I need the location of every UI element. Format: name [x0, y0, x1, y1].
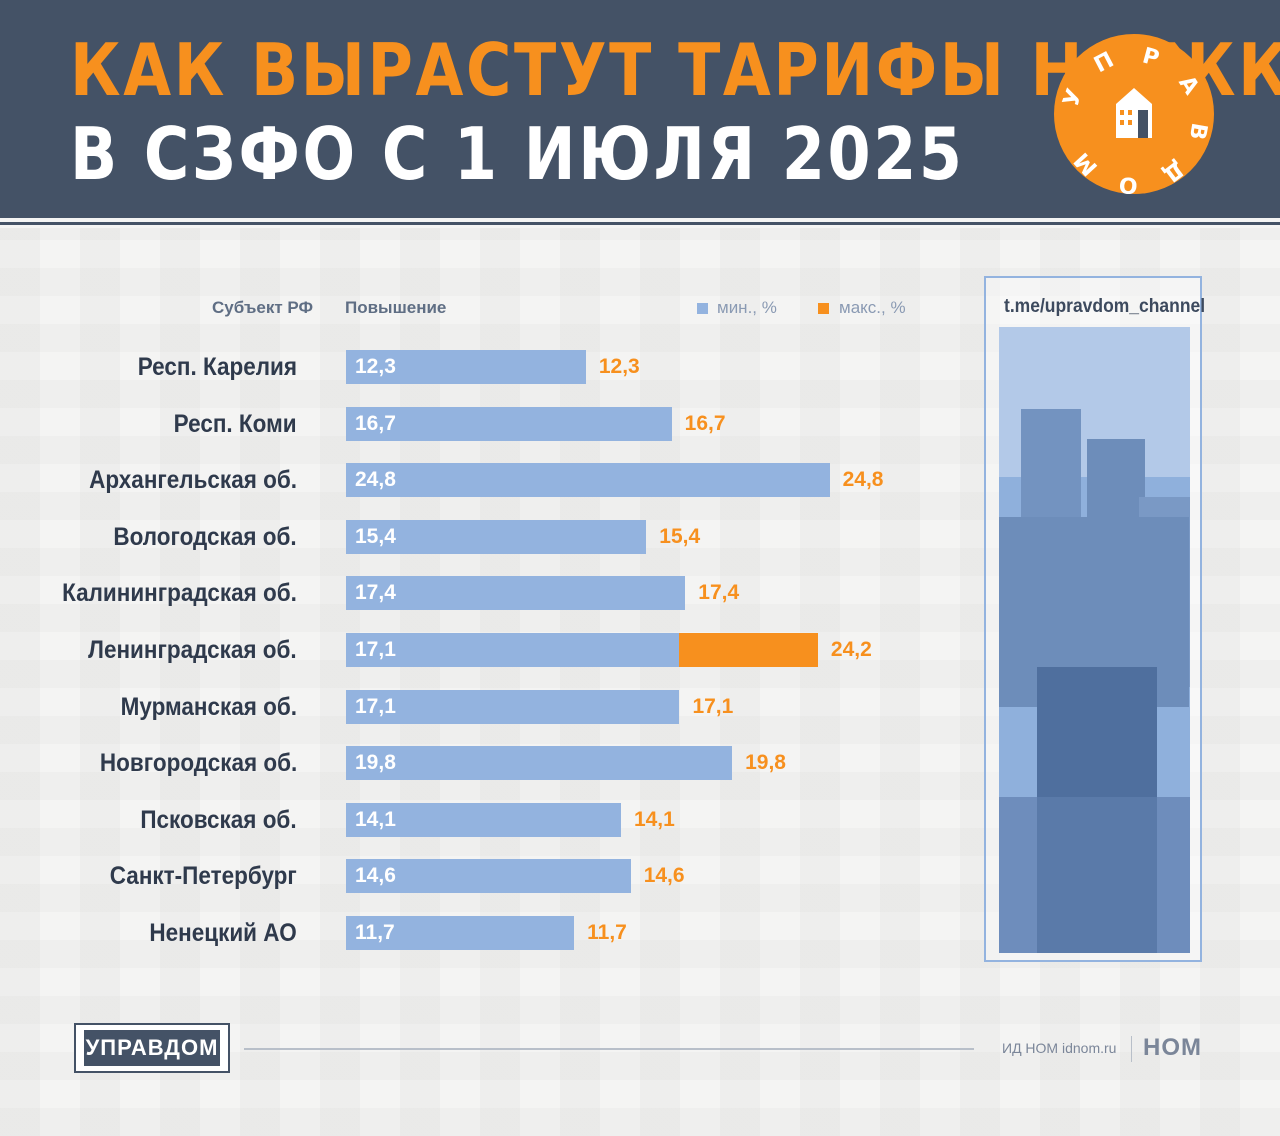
bar-min-value-label: 11,7: [355, 921, 395, 944]
logo-letter: А: [1173, 71, 1203, 99]
logo-letter: Д: [1158, 155, 1189, 187]
legend-max-label: макс., %: [839, 298, 906, 317]
city-photo: [999, 327, 1190, 953]
bar-min-value-label: 17,4: [355, 581, 396, 605]
bar-min: [346, 350, 586, 384]
title-line-2: В СЗФО С 1 ИЮЛЯ 2025: [70, 112, 965, 196]
bar-max-value-label: 15,4: [659, 524, 701, 548]
region-label: Ленинградская об.: [88, 636, 297, 664]
logo-graphic: УП РА ВДОМ: [1059, 44, 1212, 194]
region-label: Архангельская об.: [89, 466, 297, 495]
bar-min-value-label: 24,8: [355, 468, 396, 492]
region-label: Респ. Коми: [174, 409, 297, 438]
header-divider: [0, 222, 1280, 225]
region-label: Санкт-Петербург: [109, 862, 297, 891]
bar-min-value-label: 14,1: [355, 807, 396, 831]
channel-link[interactable]: t.me/upravdom_channel: [1004, 296, 1206, 317]
footer-credit[interactable]: ИД НОМ idnom.ru: [1002, 1040, 1117, 1056]
bar-min: [346, 519, 647, 554]
bar-min-value-label: 12,3: [355, 355, 396, 378]
bar-max-value-label: 12,3: [598, 355, 640, 378]
house-icon: [1116, 88, 1152, 138]
bar-min: [346, 802, 621, 837]
legend-max-swatch: [818, 303, 829, 314]
bar-max-value-label: 16,7: [684, 411, 726, 435]
footer-divider: [244, 1048, 974, 1050]
region-label: Калининградская об.: [62, 579, 297, 608]
bar-min-value-label: 14,6: [355, 864, 396, 888]
bar-max-value-label: 11,7: [587, 921, 627, 944]
header-banner: КАК ВЫРАСТУТ ТАРИФЫ НА ЖКУ В СЗФО С 1 ИЮ…: [0, 0, 1280, 218]
bar-max-value-label: 24,8: [842, 468, 884, 492]
bar-min-value-label: 19,8: [355, 751, 396, 775]
legend-min-label: мин., %: [717, 298, 777, 317]
region-label: Новгородская об.: [99, 749, 297, 778]
bar-min: [346, 859, 631, 894]
logo-letter: М: [1070, 147, 1103, 180]
bar-min: [346, 463, 830, 498]
bar-max-value-label: 24,2: [830, 638, 872, 661]
region-label: Псковская об.: [140, 805, 297, 834]
logo-letter: У: [1059, 86, 1088, 111]
bar-min-value-label: 16,7: [355, 411, 396, 435]
bar-min: [346, 689, 680, 724]
bar-max-value-label: 17,1: [692, 694, 734, 718]
region-label: Респ. Карелия: [137, 353, 297, 381]
logo-letter: О: [1118, 171, 1139, 194]
region-label: Мурманская об.: [120, 692, 297, 721]
logo-letter: П: [1090, 47, 1118, 78]
logo-letter: В: [1184, 121, 1212, 142]
region-label: Ненецкий АО: [149, 919, 297, 947]
legend-min-swatch: [697, 303, 708, 314]
bar-min: [346, 633, 680, 667]
bar-max-value-label: 17,4: [698, 581, 740, 605]
bar-min-value-label: 17,1: [355, 694, 396, 718]
bar-min: [346, 406, 672, 441]
bar-max-value-label: 14,6: [643, 864, 685, 888]
bar-max: [679, 633, 818, 667]
bar-min-value-label: 17,1: [355, 638, 396, 661]
region-column-header: Субъект РФ: [212, 298, 314, 317]
bar-min: [346, 746, 733, 781]
bar-min: [346, 916, 575, 950]
nom-logo[interactable]: НОМ: [1143, 1034, 1202, 1061]
increase-column-header: Повышение: [345, 298, 447, 317]
region-label: Вологодская об.: [113, 522, 297, 551]
bar-max-value-label: 14,1: [633, 807, 675, 831]
bar-max-value-label: 19,8: [745, 751, 786, 775]
bar-min: [346, 576, 686, 611]
footer-brand[interactable]: УПРАВДОМ: [84, 1030, 220, 1066]
bar-min-value-label: 15,4: [355, 524, 396, 548]
logo-letter: Р: [1140, 44, 1162, 72]
footer-separator: [1131, 1036, 1132, 1062]
